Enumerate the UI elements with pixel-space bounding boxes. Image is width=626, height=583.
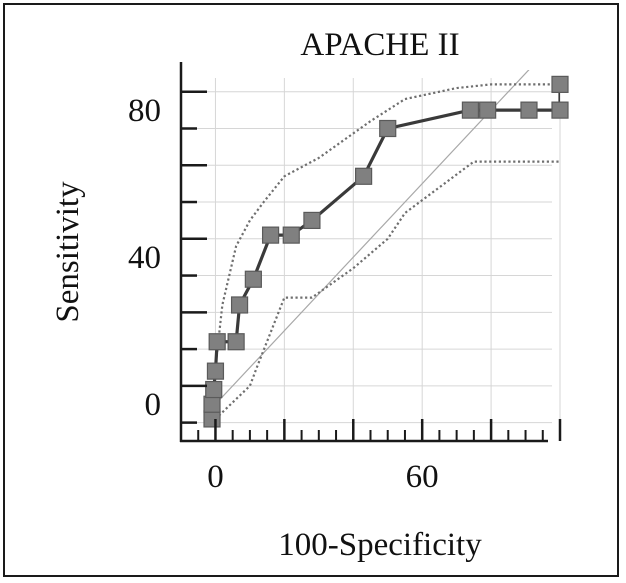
x-tick-label: 0 [207, 459, 224, 495]
roc-point [355, 167, 373, 185]
roc-point [461, 101, 480, 119]
roc-point [205, 380, 223, 399]
roc-point [203, 395, 221, 413]
chart-title: APACHE II [300, 27, 459, 63]
roc-point [206, 362, 225, 380]
roc-point [208, 333, 226, 351]
axes: 0 40 80 0 60 [128, 62, 562, 495]
roc-point [261, 226, 280, 244]
confidence-lower-line [214, 160, 560, 420]
y-tick-label: 0 [145, 387, 162, 423]
axis-labels: APACHE II 100-Specificity Sensitivity [50, 27, 482, 563]
y-tick-label: 40 [128, 240, 161, 276]
confidence-upper-line [210, 83, 560, 405]
roc-point [303, 211, 321, 230]
roc-point [244, 270, 262, 288]
y-axis-label: Sensitivity [50, 181, 86, 323]
roc-point [203, 410, 221, 428]
reference-diagonal [215, 70, 530, 405]
roc-point [551, 101, 569, 119]
roc-point [479, 101, 497, 119]
x-tick-label: 60 [406, 459, 439, 495]
roc-point [379, 119, 397, 138]
x-axis-label: 100-Specificity [278, 527, 482, 563]
figure-frame [3, 3, 619, 577]
roc-point [282, 226, 300, 244]
roc-point [227, 333, 245, 351]
roc-point [520, 101, 538, 119]
grid [181, 78, 561, 441]
roc-point [230, 296, 249, 314]
y-tick-label: 80 [128, 93, 161, 129]
roc-point [551, 75, 569, 93]
